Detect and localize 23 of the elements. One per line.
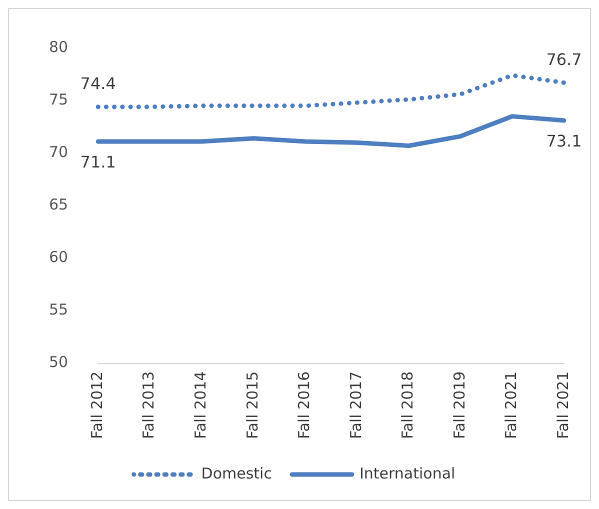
y-tick-label: 80: [48, 38, 68, 56]
data-label: 73.1: [546, 132, 582, 151]
y-tick-label: 75: [48, 90, 68, 108]
x-tick-label: Fall 2019: [450, 371, 468, 440]
y-tick-label: 60: [48, 248, 68, 266]
x-tick-label: Fall 2018: [398, 371, 417, 440]
legend-label: International: [359, 464, 456, 482]
x-tick-label: Fall 2012: [88, 371, 106, 440]
y-tick-label: 65: [48, 196, 68, 214]
x-tick-label: Fall 2015: [243, 371, 262, 440]
data-label: 74.4: [80, 74, 116, 94]
y-tick-label: 55: [48, 300, 68, 319]
y-tick-label: 50: [48, 353, 68, 372]
data-label: 71.1: [80, 152, 116, 172]
x-tick-label: Fall 2013: [140, 371, 158, 440]
x-tick-label: Fall 2021: [502, 371, 520, 440]
legend-label: Domestic: [201, 464, 272, 482]
x-tick-label: Fall 2016: [295, 371, 314, 440]
y-tick-label: 70: [48, 142, 68, 161]
data-label: 76.7: [546, 50, 582, 69]
x-tick-label: Fall 2017: [346, 371, 365, 440]
x-tick-label: Fall 2021: [554, 371, 572, 440]
x-tick-label: Fall 2014: [192, 371, 210, 440]
